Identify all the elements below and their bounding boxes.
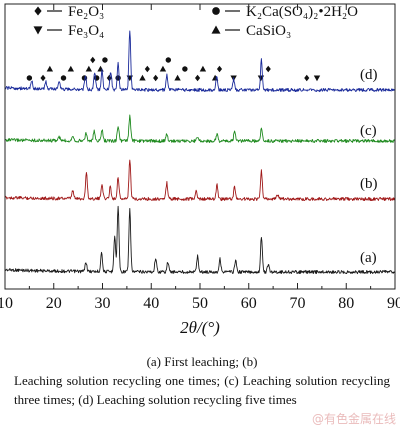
x-tick-label: 50 bbox=[192, 295, 208, 312]
plot-frame bbox=[4, 3, 396, 290]
peak-marker-up-triangle-icon bbox=[46, 65, 54, 72]
legend-up-triangle-icon bbox=[211, 25, 221, 34]
peak-marker-diamond-icon bbox=[106, 74, 112, 82]
peak-marker-up-triangle-icon bbox=[199, 65, 207, 72]
peak-marker-circle-icon bbox=[102, 57, 108, 63]
peak-marker-down-triangle-icon bbox=[126, 75, 133, 82]
peak-marker-up-triangle-icon bbox=[67, 65, 75, 72]
series-label: (a) bbox=[360, 250, 377, 266]
peak-marker-up-triangle-icon bbox=[159, 65, 167, 72]
legend-circle-icon bbox=[212, 7, 220, 15]
peak-marker-diamond-icon bbox=[90, 56, 96, 64]
peak-marker-diamond-icon bbox=[195, 74, 201, 82]
series-label: (c) bbox=[360, 123, 377, 139]
figure-caption-line-1: (a) First leaching; (b) bbox=[146, 354, 258, 369]
peak-marker-diamond-icon bbox=[265, 65, 271, 73]
series-trace-1 bbox=[4, 159, 396, 202]
peak-marker-diamond-icon bbox=[304, 74, 310, 82]
x-tick-label: 10 bbox=[0, 295, 13, 312]
peak-marker-up-triangle-icon bbox=[174, 74, 181, 81]
legend-label: CaSiO₃ bbox=[246, 23, 291, 39]
legend-label: K₂Ca(SO₄)₂•2H₂O bbox=[246, 4, 358, 20]
peak-marker-circle-icon bbox=[182, 66, 188, 72]
legend-down-triangle-icon bbox=[33, 26, 43, 35]
chart-legend: Fe₂O₃ Fe₃O₄ K₂Ca(SO₄)₂•2H₂O CaSiO₃ bbox=[33, 4, 358, 39]
series-label: (d) bbox=[360, 67, 378, 83]
peak-marker-up-triangle-icon bbox=[139, 74, 146, 81]
x-tick-label: 30 bbox=[95, 295, 111, 312]
series-trace-3 bbox=[4, 30, 396, 93]
peak-marker-up-triangle-icon bbox=[85, 65, 93, 72]
peak-marker-up-triangle-icon bbox=[97, 65, 104, 72]
peak-marker-circle-icon bbox=[115, 75, 121, 81]
peak-marker-circle-icon bbox=[93, 75, 100, 81]
figure-caption-line-2: Leaching solution recycling one times; (… bbox=[14, 373, 390, 407]
peak-marker-diamond-icon bbox=[216, 65, 223, 73]
x-tick-label: 80 bbox=[338, 295, 354, 312]
peak-marker-circle-icon bbox=[60, 75, 67, 81]
series-labels: (a) (b) (c) (d) bbox=[360, 67, 378, 266]
peak-marker-diamond-icon bbox=[40, 74, 46, 82]
x-axis-ticks: 10 20 30 40 50 60 70 80 90 bbox=[0, 4, 400, 312]
peak-marker-down-triangle-icon bbox=[313, 75, 321, 82]
x-tick-label: 40 bbox=[143, 295, 159, 312]
peak-marker-circle-icon bbox=[26, 75, 33, 81]
peak-marker-circle-icon bbox=[165, 57, 172, 63]
watermark: @有色金属在线 bbox=[311, 412, 396, 426]
legend-label: Fe₂O₃ bbox=[68, 4, 104, 20]
legend-label: Fe₃O₄ bbox=[68, 23, 104, 39]
x-tick-label: 90 bbox=[387, 295, 400, 312]
x-tick-label: 20 bbox=[46, 295, 62, 312]
series-label: (b) bbox=[360, 176, 378, 192]
peak-marker-up-triangle-icon bbox=[211, 74, 219, 81]
x-tick-label: 70 bbox=[290, 295, 306, 312]
peak-markers bbox=[26, 56, 321, 82]
series-trace-2 bbox=[4, 114, 396, 144]
series-trace-0 bbox=[4, 205, 396, 275]
legend-diamond-icon bbox=[34, 6, 42, 16]
peak-marker-diamond-icon bbox=[153, 74, 159, 82]
x-tick-label: 60 bbox=[241, 295, 257, 312]
peak-marker-diamond-icon bbox=[144, 65, 150, 73]
x-axis-label: 2θ/(°) bbox=[180, 318, 220, 337]
series-traces bbox=[4, 30, 396, 275]
